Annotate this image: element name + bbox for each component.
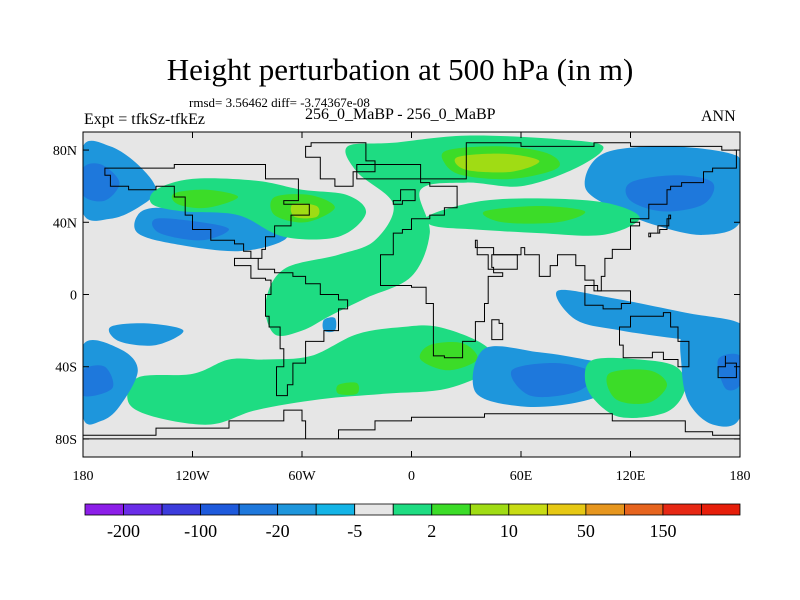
x-tick-label: 180 xyxy=(73,469,94,484)
colorbar-label: 2 xyxy=(427,521,436,541)
colorbar-swatch xyxy=(392,503,433,516)
contour-arctic-high-peak xyxy=(454,153,540,173)
coastline-greenland xyxy=(305,142,376,187)
contour-south-america-low-spot xyxy=(322,317,337,333)
colorbar-swatch xyxy=(508,503,548,516)
colorbar-label: -100 xyxy=(184,521,217,541)
contour-nh-midlat-high-core-3 xyxy=(290,203,320,219)
y-tick-label: 80S xyxy=(55,433,77,448)
contour-indian-ocean-low-core xyxy=(510,363,595,398)
colorbar-swatch xyxy=(662,503,702,516)
colorbar-label: 150 xyxy=(649,521,676,541)
colorbar-swatch xyxy=(585,503,625,516)
contour-arctic-high xyxy=(265,135,604,336)
contour-south-pacific-low xyxy=(680,328,740,427)
colorbar-swatch xyxy=(161,503,201,516)
contour-south-atlantic-high xyxy=(127,325,497,425)
colorbar-swatch xyxy=(546,503,587,516)
y-tick-label: 40S xyxy=(55,361,77,376)
contour-siberian-low-core xyxy=(625,175,715,212)
contour-south-atlantic-high-core xyxy=(419,342,478,371)
colorbar-swatch xyxy=(84,503,124,516)
colorbar-swatch xyxy=(624,503,664,516)
coastline-japan xyxy=(648,214,672,238)
colorbar-label: -5 xyxy=(347,521,362,541)
colorbar-label: -20 xyxy=(266,521,290,541)
x-tick-label: 180 xyxy=(730,469,751,484)
colorbar-swatch xyxy=(238,503,279,516)
colorbar-swatch xyxy=(200,503,240,516)
coastline-indonesia xyxy=(584,285,631,310)
contour-australia-high-core xyxy=(606,369,667,404)
x-tick-label: 120W xyxy=(175,469,210,484)
coastline-arabia xyxy=(474,239,518,270)
coastline-british-isles xyxy=(392,189,416,205)
coastline-eurasia-africa xyxy=(356,142,737,359)
coastline-new-zealand xyxy=(717,355,737,379)
x-tick-label: 60E xyxy=(510,469,533,484)
chart-stats: rmsd= 3.56462 diff= -3.74367e-08 xyxy=(189,95,370,110)
contour-nh-high-lat-low-dateline-core xyxy=(83,163,120,202)
colorbar-swatch xyxy=(315,503,356,516)
colorbar-swatch xyxy=(469,503,510,516)
map-layer xyxy=(83,132,740,457)
colorbar-swatch xyxy=(431,503,471,516)
colorbar-swatch xyxy=(123,503,163,516)
chart-title: Height perturbation at 500 hPa (in m) xyxy=(166,52,634,87)
experiment-label: Expt = tfkSz-tfkEz xyxy=(84,111,205,128)
coastline-antarctica xyxy=(83,409,740,440)
x-tick-label: 60W xyxy=(288,469,316,484)
y-tick-label: 80N xyxy=(53,144,77,159)
y-tick-label: 0 xyxy=(70,289,77,304)
coastline-americas xyxy=(104,164,349,397)
contour-south-atlantic-high-core-2 xyxy=(336,382,360,396)
axes-layer: 180 120W 60W 0 60E 120E 180 80N 40N 0 40S 80S xyxy=(53,132,751,484)
coastline-australia xyxy=(619,312,690,368)
contour-north-atlantic-low-core xyxy=(152,218,229,241)
colorbar-label: 10 xyxy=(500,521,518,541)
contour-tropical-east-pacific-low xyxy=(108,323,184,346)
contour-nh-midlat-high-core-1 xyxy=(171,189,239,209)
colorbar-swatch xyxy=(277,503,317,516)
contour-east-asia-high-core xyxy=(482,206,586,224)
season-label: ANN xyxy=(701,108,736,125)
colorbar-swatch xyxy=(354,503,394,516)
colorbar-label: -200 xyxy=(107,521,140,541)
contour-southern-ocean-low-west-core xyxy=(83,365,114,397)
x-tick-label: 120E xyxy=(616,469,646,484)
case-label: 256_0_MaBP - 256_0_MaBP xyxy=(305,106,496,123)
colorbar: -200 -100 -20 -5 2 10 50 150 xyxy=(84,503,741,541)
coastline-madagascar xyxy=(491,319,504,341)
colorbar-label: 50 xyxy=(577,521,595,541)
x-tick-label: 0 xyxy=(408,469,415,484)
colorbar-swatch xyxy=(701,503,741,516)
y-tick-label: 40N xyxy=(53,216,77,231)
